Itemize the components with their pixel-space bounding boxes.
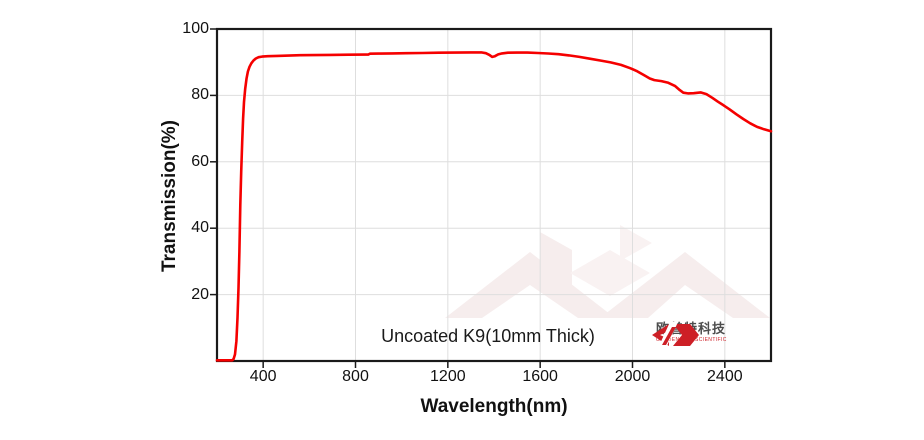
x-tick-label: 800 bbox=[342, 368, 369, 385]
x-tick-label: 1600 bbox=[522, 368, 558, 385]
y-tick-label: 20 bbox=[191, 285, 209, 303]
axis-ticks bbox=[210, 28, 726, 368]
x-tick-label: 400 bbox=[249, 368, 277, 385]
y-tick-label: 40 bbox=[191, 219, 209, 237]
annotation-label: Uncoated K9(10mm Thick) bbox=[381, 326, 595, 346]
company-logo: 欧普特科技 GOLDEN WAY SCIENTIFIC bbox=[652, 321, 782, 353]
transmission-curve bbox=[215, 51, 773, 362]
watermark-logo-icon bbox=[445, 225, 770, 318]
y-tick-label: 80 bbox=[191, 86, 209, 104]
y-tick-label: 100 bbox=[182, 20, 209, 37]
plot-frame bbox=[215, 27, 773, 363]
x-tick-label: 2000 bbox=[614, 368, 651, 385]
x-axis-title: Wavelength(nm) bbox=[420, 396, 568, 417]
gridlines bbox=[217, 29, 771, 361]
company-logo-icon bbox=[652, 322, 699, 348]
x-tick-label: 2400 bbox=[707, 368, 743, 385]
y-axis-title: Transmission(%) bbox=[159, 119, 180, 273]
x-tick-label: 1200 bbox=[430, 368, 466, 385]
y-tick-label: 60 bbox=[191, 152, 209, 170]
